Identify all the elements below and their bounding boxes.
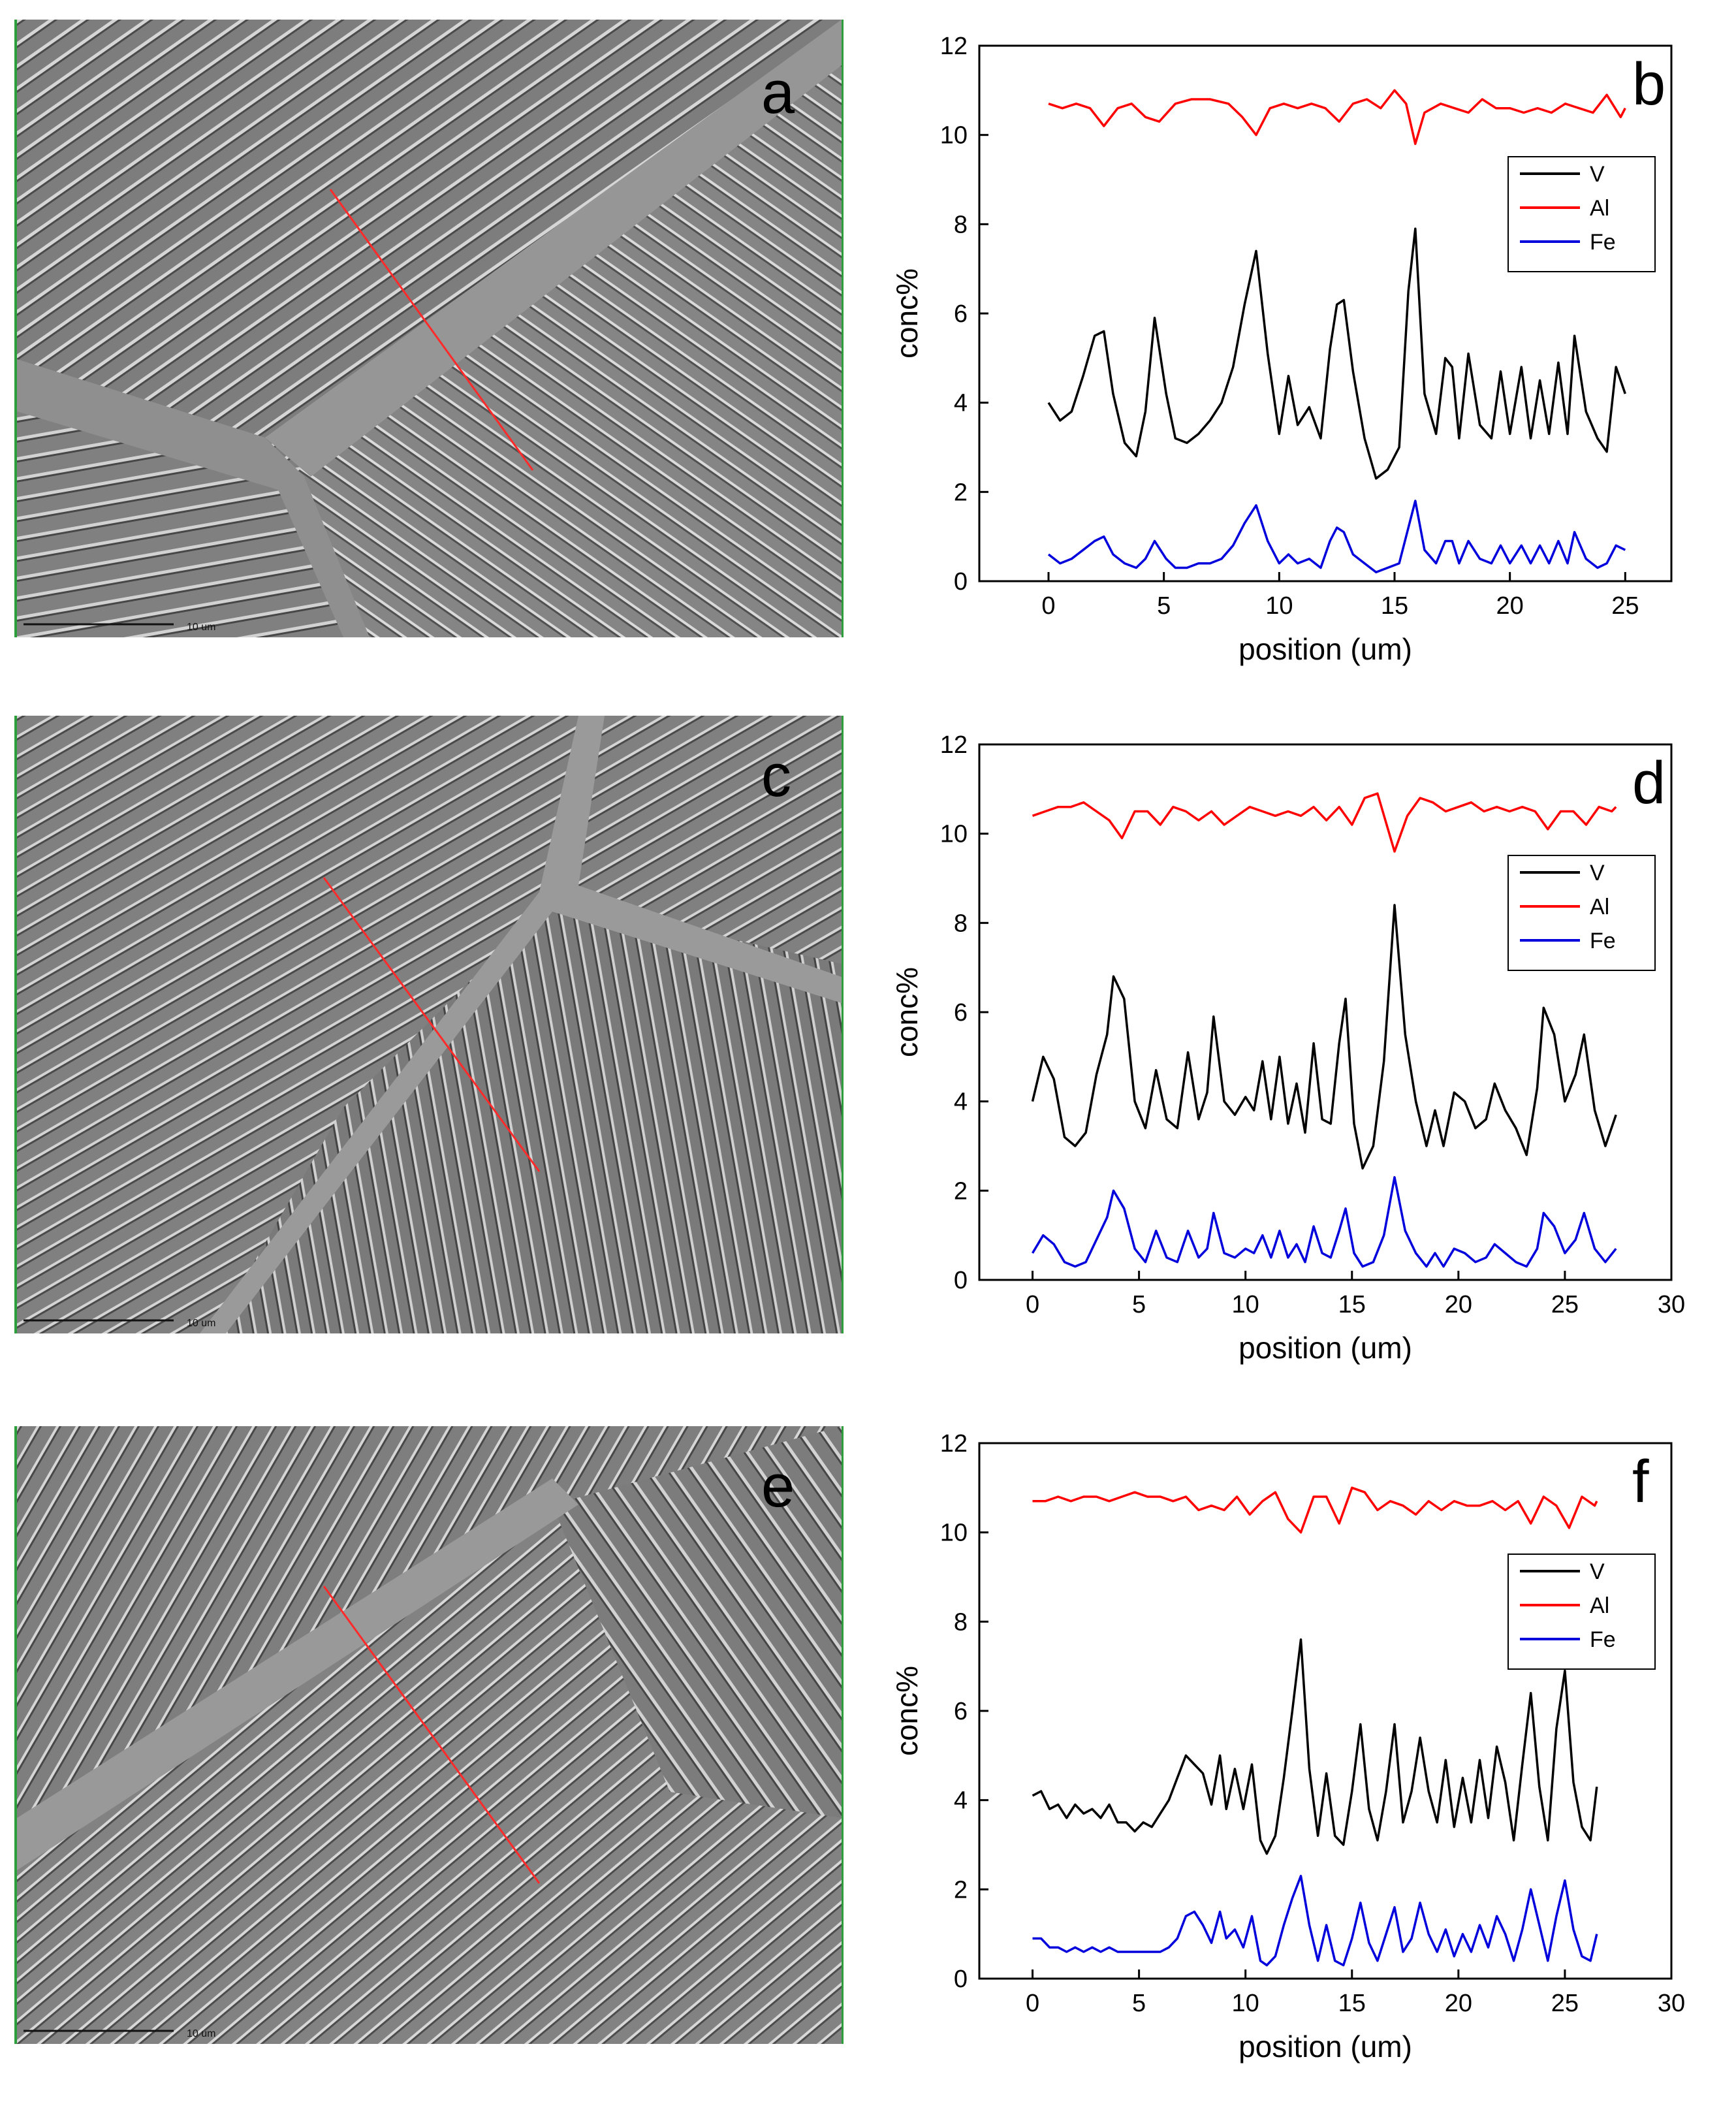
legend-box <box>1507 156 1656 272</box>
y-tick-label: 6 <box>954 1698 968 1725</box>
series-line-v <box>1032 1638 1598 1855</box>
panel-letter: f <box>1632 1448 1649 1515</box>
chart-f: 0 5 10 15 20 25 30 0 2 4 6 8 10 12 position (um) conc% V… <box>849 1404 1736 2096</box>
sem-image-a <box>17 20 842 637</box>
y-tick-label: 8 <box>954 1608 968 1636</box>
line-chart-d: 0 5 10 15 20 25 30 0 2 4 6 8 10 12 position (um) conc% V… <box>890 731 1685 1365</box>
x-tick-label: 0 <box>1041 592 1055 620</box>
series-line-al <box>1048 89 1626 146</box>
panel-letter: d <box>1632 750 1665 816</box>
x-tick-label: 15 <box>1381 592 1408 620</box>
series-line-fe <box>1047 500 1626 574</box>
y-tick-label: 0 <box>954 568 968 596</box>
sem-image-e <box>17 1426 842 2044</box>
y-tick-label: 12 <box>940 33 968 60</box>
x-tick-label: 5 <box>1132 1291 1146 1318</box>
y-tick-label: 2 <box>954 479 968 506</box>
x-tick-label: 10 <box>1265 592 1293 620</box>
x-tick-label: 20 <box>1445 1291 1472 1318</box>
x-tick-label: 20 <box>1445 1990 1472 2017</box>
legend-label: Al <box>1590 1593 1609 1618</box>
x-tick-label: 25 <box>1551 1990 1579 2017</box>
series-line-fe <box>1032 1875 1598 1967</box>
y-tick-label: 12 <box>940 731 968 759</box>
line-chart-f: 0 5 10 15 20 25 30 0 2 4 6 8 10 12 position (um) conc% V… <box>890 1430 1685 2064</box>
legend-box <box>1507 855 1656 971</box>
x-axis-label: position (um) <box>1239 2030 1412 2064</box>
y-axis-label: conc% <box>890 1666 924 1756</box>
y-tick-label: 12 <box>940 1430 968 1458</box>
y-tick-label: 4 <box>954 390 968 417</box>
legend-label: Al <box>1590 895 1609 919</box>
micrograph-c: 10 um c <box>14 716 844 1333</box>
legend-label: Fe <box>1590 1627 1616 1652</box>
scale-bar-label: 10 um <box>187 1318 216 1329</box>
scale-bar-label: 10 um <box>187 622 216 633</box>
panel-letter-a: a <box>761 59 795 126</box>
legend-label: V <box>1590 1559 1605 1584</box>
x-tick-label: 10 <box>1232 1291 1259 1318</box>
legend-label: Fe <box>1590 230 1616 255</box>
y-tick-label: 2 <box>954 1876 968 1904</box>
y-tick-label: 2 <box>954 1177 968 1205</box>
chart-d: 0 5 10 15 20 25 30 0 2 4 6 8 10 12 position (um) conc% V… <box>849 705 1736 1397</box>
series-line-fe <box>1031 1176 1617 1268</box>
y-axis-label: conc% <box>890 268 924 359</box>
legend-label: Fe <box>1590 929 1616 953</box>
x-axis-label: position (um) <box>1239 1331 1412 1365</box>
scale-bar-label: 10 um <box>187 2028 216 2039</box>
plot-frame <box>978 44 1673 582</box>
y-tick-label: 8 <box>954 211 968 238</box>
y-axis-label: conc% <box>890 967 924 1057</box>
y-tick-label: 8 <box>954 910 968 937</box>
x-tick-label: 0 <box>1026 1990 1039 2017</box>
x-tick-label: 20 <box>1496 592 1524 620</box>
line-chart-b: 0 5 10 15 20 25 0 2 4 6 8 10 12 position (um) conc% V Al… <box>890 33 1673 666</box>
series-line-v <box>1031 904 1617 1170</box>
legend-box <box>1507 1554 1656 1670</box>
y-tick-label: 4 <box>954 1089 968 1116</box>
plot-frame <box>978 743 1673 1281</box>
y-tick-label: 6 <box>954 300 968 328</box>
x-tick-label: 15 <box>1338 1291 1366 1318</box>
x-tick-label: 10 <box>1232 1990 1259 2017</box>
x-tick-label: 30 <box>1658 1990 1685 2017</box>
x-tick-label: 25 <box>1611 592 1639 620</box>
series-line-v <box>1047 227 1626 480</box>
y-tick-label: 4 <box>954 1787 968 1815</box>
panel-letter-e: e <box>761 1453 795 1520</box>
x-tick-label: 25 <box>1551 1291 1579 1318</box>
y-tick-label: 10 <box>940 1520 968 1547</box>
y-tick-label: 0 <box>954 1966 968 1993</box>
legend-label: Al <box>1590 196 1609 221</box>
x-tick-label: 15 <box>1338 1990 1366 2017</box>
x-tick-label: 5 <box>1157 592 1171 620</box>
panel-letter: b <box>1632 51 1665 118</box>
sem-image-c <box>17 716 842 1333</box>
y-tick-label: 0 <box>954 1267 968 1294</box>
y-tick-label: 6 <box>954 999 968 1027</box>
micrograph-a: 10 um a <box>14 20 844 637</box>
x-axis-label: position (um) <box>1239 632 1412 666</box>
legend-label: V <box>1590 162 1605 187</box>
series-line-al <box>1032 1486 1598 1534</box>
chart-b: 0 5 10 15 20 25 0 2 4 6 8 10 12 position (um) conc% V Al… <box>849 7 1736 699</box>
panel-letter-c: c <box>761 742 791 809</box>
x-tick-label: 0 <box>1026 1291 1039 1318</box>
x-tick-label: 5 <box>1132 1990 1146 2017</box>
series-line-al <box>1032 792 1617 853</box>
x-tick-label: 30 <box>1658 1291 1685 1318</box>
y-tick-label: 10 <box>940 122 968 150</box>
legend-label: V <box>1590 861 1605 885</box>
y-tick-label: 10 <box>940 821 968 848</box>
micrograph-e: 10 um e <box>14 1426 844 2044</box>
